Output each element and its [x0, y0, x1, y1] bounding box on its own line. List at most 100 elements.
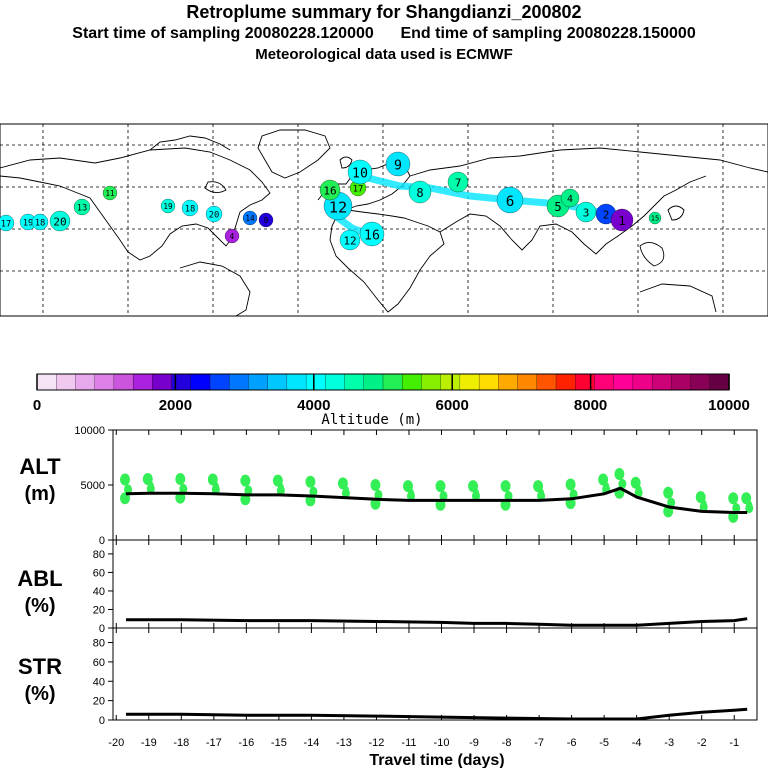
y-tick-label: 80: [93, 638, 105, 650]
alt-scatter-point: [603, 482, 610, 491]
y-tick-label: 40: [93, 586, 105, 598]
alt-scatter-point: [614, 468, 625, 480]
panel-frame: [112, 539, 758, 629]
alt-scatter-point: [120, 473, 131, 486]
colorbar-tick-label: 8000: [574, 397, 607, 414]
alt-scatter-point: [504, 491, 513, 501]
panel-ylabel: ALT: [19, 454, 61, 479]
alt-scatter-point: [728, 492, 739, 505]
colorbar-cell: [75, 373, 96, 391]
colorbar-cell: [498, 373, 519, 391]
plume-marker-label: 11: [105, 189, 115, 198]
plume-marker-label: 9: [264, 216, 269, 225]
alt-scatter-point: [407, 488, 414, 497]
x-tick-label: -18: [173, 737, 189, 749]
y-tick-label: 5000: [81, 480, 105, 492]
colorbar-cell: [267, 373, 288, 391]
colorbar-cell: [36, 373, 57, 391]
x-axis-title: Travel time (days): [369, 752, 504, 768]
sampling-times: Start time of sampling 20080228.120000 E…: [0, 25, 768, 43]
colorbar-cell: [363, 373, 384, 391]
plume-marker: [31, 213, 49, 231]
plume-marker: [575, 201, 597, 223]
colorbar-cell: [171, 373, 192, 391]
colorbar-cell: [382, 373, 403, 391]
x-tick-label: -14: [303, 737, 319, 749]
plume-marker: [49, 210, 71, 232]
colorbar-cell: [152, 373, 173, 391]
plume-marker: [347, 159, 373, 185]
panel-ylabel-unit: (%): [24, 595, 55, 617]
plume-marker-label: 4: [230, 232, 235, 241]
plume-marker: [385, 151, 411, 177]
y-tick-label: 0: [99, 623, 105, 635]
plume-marker-label: 16: [323, 185, 336, 198]
plume-marker: [181, 199, 199, 217]
plume-marker-label: 5: [554, 200, 561, 214]
colorbar-tick-label: 2000: [159, 397, 192, 414]
y-tick-label: 60: [93, 567, 105, 579]
plume-marker-label: 16: [364, 228, 380, 243]
colorbar-cell: [440, 373, 461, 391]
plume-marker: [408, 180, 432, 204]
alt-scatter-point: [667, 497, 676, 508]
alt-scatter-point: [212, 482, 219, 491]
colorbar-cell: [344, 373, 365, 391]
colorbar-cell: [709, 373, 730, 391]
colorbar-cell: [517, 373, 538, 391]
plume-marker: [242, 210, 258, 226]
colorbar-tick-label: 6000: [436, 397, 469, 414]
alt-scatter-point: [370, 479, 381, 491]
x-tick-label: -11: [401, 737, 416, 749]
alt-scatter-point: [374, 489, 383, 500]
y-tick-label: 10000: [74, 425, 105, 437]
x-tick-label: -15: [271, 737, 287, 749]
plume-marker: [160, 198, 176, 214]
alt-scatter-point: [700, 499, 707, 508]
time-series-panels: 10000 5000 0 ALT (m) 80 60 40 20 0 ABL (%) 80 60 40 20 0…: [17, 425, 758, 749]
plume-marker: [258, 212, 274, 228]
plume-marker: [496, 186, 524, 214]
plume-marker-label: 13: [77, 204, 88, 214]
alt-scatter-point: [500, 480, 511, 493]
plume-marker: [610, 208, 634, 232]
colorbar-cell: [671, 373, 692, 391]
y-tick-label: 20: [93, 696, 105, 708]
colorbar-cell: [94, 373, 115, 391]
alt-scatter-point: [244, 485, 253, 496]
alt-scatter-point: [439, 491, 448, 501]
x-tick-label: -13: [336, 737, 352, 749]
plume-marker: [447, 171, 469, 193]
colorbar-cell: [325, 373, 346, 391]
plume-marker: [560, 188, 580, 208]
chart-title: Retroplume summary for Shangdianzi_20080…: [186, 2, 582, 22]
end-label: End time of sampling: [400, 25, 563, 42]
panel-ylabel: STR: [18, 654, 62, 679]
x-tick-label: -4: [632, 737, 642, 749]
colorbar-cell: [575, 373, 596, 391]
colorbar-cell: [402, 373, 423, 391]
panel-str: 80 60 40 20 0 STR (%): [18, 627, 758, 727]
start-time: 20080228.120000: [244, 25, 374, 42]
plume-marker-label: 19: [23, 219, 34, 229]
panel-ylabel-unit: (m): [24, 483, 55, 505]
colorbar-tick-label: 4000: [297, 397, 330, 414]
alt-scatter-point: [635, 485, 642, 494]
y-tick-label: 80: [93, 549, 105, 561]
plume-marker-label: 3: [583, 207, 590, 220]
alt-scatter-point: [565, 478, 576, 491]
colorbar-cell: [613, 373, 634, 391]
x-tick-label: -5: [599, 737, 609, 749]
plume-marker-label: 12: [343, 235, 356, 248]
y-tick-label: 0: [99, 535, 105, 547]
alt-scatter-point: [305, 475, 316, 488]
colorbar-tick-label: 0: [33, 397, 41, 414]
plume-marker-label: 17: [1, 220, 12, 230]
colorbar-cell: [594, 373, 615, 391]
plume-marker: [224, 228, 240, 244]
colorbar-cell: [305, 373, 326, 391]
colorbar-cell: [190, 373, 211, 391]
x-tick-label: -9: [469, 737, 479, 749]
